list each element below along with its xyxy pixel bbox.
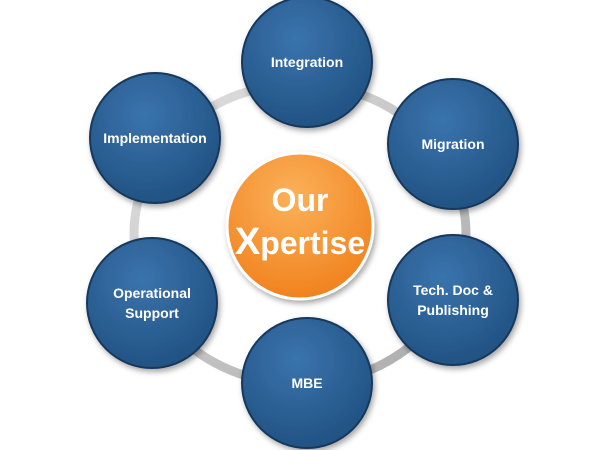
node-circle-implementation [89,72,221,204]
node-mbe: MBE [241,317,373,449]
center-title-x: X [235,221,261,263]
node-circle-tech-doc [387,234,519,366]
node-label-tech-doc-line2: Publishing [417,302,489,318]
node-implementation: Implementation [89,72,221,204]
node-label-migration: Migration [422,136,485,152]
node-integration: Integration [241,0,373,128]
node-migration: Migration [387,78,519,210]
node-label-mbe: MBE [291,375,322,391]
center-circle [225,151,375,301]
node-circle-migration [387,78,519,210]
center-title-line2: Xpertise [235,221,365,263]
node-circle-operational-support [86,237,218,369]
center-node [225,151,375,301]
node-label-operational-support-line2: Support [125,305,179,321]
node-circle-mbe [241,317,373,449]
center-title-rest: pertise [260,225,365,261]
node-operational-support: Operational Support [86,237,218,369]
node-circle-integration [241,0,373,128]
outer-nodes: Integration Migration Tech. Doc & Publishin… [86,0,519,449]
node-label-implementation: Implementation [103,130,206,146]
node-label-tech-doc-line1: Tech. Doc & [413,282,493,298]
node-tech-doc: Tech. Doc & Publishing [387,234,519,366]
node-label-operational-support-line1: Operational [113,285,191,301]
center-title-line1: Our [272,182,329,218]
node-label-integration: Integration [271,54,343,70]
